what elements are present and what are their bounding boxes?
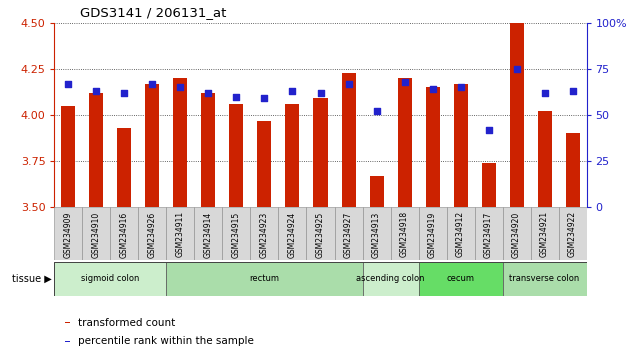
Point [344,81,354,87]
Bar [194,207,222,260]
Point [512,66,522,72]
Text: GSM234923: GSM234923 [260,211,269,258]
Bar [363,262,419,296]
Bar [335,207,363,260]
Bar [167,207,194,260]
Bar [110,207,138,260]
Bar [481,163,495,207]
Bar [369,176,383,207]
Point [203,90,213,96]
Text: GSM234917: GSM234917 [484,211,493,258]
Bar [65,322,71,323]
Bar [363,207,390,260]
Point [63,81,74,87]
Bar [342,73,356,207]
Text: percentile rank within the sample: percentile rank within the sample [78,336,254,346]
Point [119,90,129,96]
Bar [65,341,71,342]
Bar [146,84,160,207]
Bar [390,207,419,260]
Point [92,88,102,94]
Bar [426,87,440,207]
Point [455,85,465,90]
Bar [285,104,299,207]
Bar [503,207,531,260]
Text: GSM234918: GSM234918 [400,211,409,257]
Bar [251,207,278,260]
Text: GSM234911: GSM234911 [176,211,185,257]
Point [539,90,549,96]
Bar [510,23,524,207]
Point [315,90,326,96]
Point [231,94,242,99]
Bar [474,207,503,260]
Bar [138,207,167,260]
Point [371,109,381,114]
Text: sigmoid colon: sigmoid colon [81,274,140,283]
Bar [83,207,110,260]
Bar [447,207,474,260]
Text: ascending colon: ascending colon [356,274,425,283]
Text: rectum: rectum [249,274,279,283]
Bar [454,84,467,207]
Text: GSM234926: GSM234926 [148,211,157,258]
Bar [174,78,188,207]
Text: GSM234914: GSM234914 [204,211,213,258]
Bar [167,262,363,296]
Text: GSM234920: GSM234920 [512,211,521,258]
Text: tissue ▶: tissue ▶ [12,274,51,284]
Bar [201,93,215,207]
Bar [54,262,167,296]
Bar [258,121,272,207]
Bar [397,78,412,207]
Text: GSM234910: GSM234910 [92,211,101,258]
Text: transformed count: transformed count [78,318,176,328]
Text: GSM234919: GSM234919 [428,211,437,258]
Bar [90,93,103,207]
Bar [54,207,83,260]
Point [176,85,186,90]
Text: transverse colon: transverse colon [510,274,579,283]
Bar [503,262,587,296]
Bar [313,98,328,207]
Bar [538,112,551,207]
Bar [419,262,503,296]
Text: GSM234915: GSM234915 [232,211,241,258]
Bar [62,106,76,207]
Text: cecum: cecum [447,274,474,283]
Point [567,88,578,94]
Text: GSM234921: GSM234921 [540,211,549,257]
Bar [278,207,306,260]
Point [260,96,270,101]
Bar [222,207,251,260]
Bar [117,128,131,207]
Point [428,86,438,92]
Point [399,79,410,85]
Text: GSM234909: GSM234909 [64,211,73,258]
Text: GSM234925: GSM234925 [316,211,325,258]
Text: GSM234924: GSM234924 [288,211,297,258]
Text: GSM234922: GSM234922 [568,211,577,257]
Bar [558,207,587,260]
Text: GSM234912: GSM234912 [456,211,465,257]
Point [483,127,494,133]
Bar [531,207,558,260]
Text: GDS3141 / 206131_at: GDS3141 / 206131_at [80,6,226,19]
Bar [419,207,447,260]
Bar [565,133,579,207]
Text: GSM234927: GSM234927 [344,211,353,258]
Bar [229,104,244,207]
Point [287,88,297,94]
Point [147,81,158,87]
Text: GSM234913: GSM234913 [372,211,381,258]
Bar [306,207,335,260]
Text: GSM234916: GSM234916 [120,211,129,258]
